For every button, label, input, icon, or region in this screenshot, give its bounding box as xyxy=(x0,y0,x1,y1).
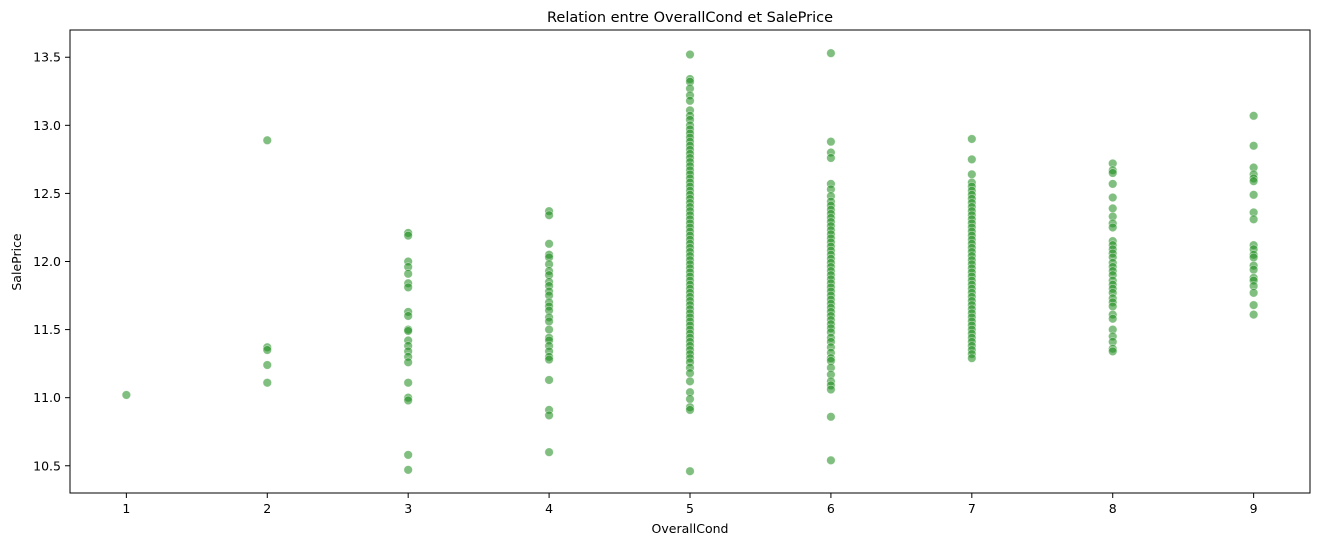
scatter-point xyxy=(121,390,131,400)
y-axis-label: SalePrice xyxy=(9,233,24,291)
y-tick-label: 12.0 xyxy=(33,254,61,269)
scatter-point xyxy=(544,375,554,385)
y-tick-label: 13.5 xyxy=(33,50,61,65)
scatter-point xyxy=(1249,310,1259,320)
scatter-point xyxy=(826,455,836,465)
scatter-point xyxy=(685,368,695,378)
scatter-point xyxy=(544,210,554,220)
scatter-point xyxy=(544,324,554,335)
scatter-point xyxy=(403,311,413,321)
scatter-point xyxy=(544,354,554,365)
scatter-point xyxy=(403,395,413,406)
scatter-point xyxy=(544,239,554,249)
scatter-point xyxy=(403,465,413,475)
x-tick-label: 6 xyxy=(827,501,835,516)
scatter-point xyxy=(1249,300,1259,310)
scatter-point xyxy=(826,384,836,395)
scatter-point xyxy=(685,466,695,476)
scatter-point xyxy=(967,154,977,164)
scatter-point xyxy=(403,282,413,292)
scatter-point xyxy=(1108,346,1118,356)
scatter-point xyxy=(1249,252,1259,263)
x-tick-label: 9 xyxy=(1250,501,1258,516)
scatter-point xyxy=(1249,190,1259,200)
scatter-point xyxy=(1249,214,1259,224)
scatter-point xyxy=(1108,179,1118,189)
scatter-point xyxy=(1108,301,1118,312)
scatter-point xyxy=(403,326,413,336)
scatter-point xyxy=(1108,222,1118,233)
scatter-point xyxy=(1249,288,1259,298)
x-tick-label: 1 xyxy=(122,501,130,516)
scatter-point xyxy=(403,357,413,367)
scatter-point xyxy=(262,135,272,145)
scatter-point xyxy=(826,48,836,58)
scatter-point xyxy=(262,378,272,388)
x-tick-label: 5 xyxy=(686,501,694,516)
scatter-point xyxy=(1249,176,1259,186)
y-tick-label: 10.5 xyxy=(33,458,61,473)
x-tick-label: 7 xyxy=(968,501,976,516)
y-tick-label: 11.0 xyxy=(33,390,61,405)
scatter-point xyxy=(1249,265,1259,275)
scatter-point xyxy=(1249,141,1259,151)
scatter-point xyxy=(262,345,272,355)
scatter-point xyxy=(967,134,977,144)
y-axis: 10.5 11.0 11.5 12.0 12.5 13.0 13.5 xyxy=(33,50,70,473)
scatter-point xyxy=(826,153,836,163)
x-tick-label: 3 xyxy=(404,501,412,516)
scatter-point xyxy=(403,269,413,279)
scatter-point xyxy=(967,169,977,179)
scatter-point xyxy=(1108,314,1118,324)
scatter-point xyxy=(685,376,695,386)
x-tick-label: 4 xyxy=(545,501,553,516)
y-tick-label: 13.0 xyxy=(33,118,61,133)
x-tick-label: 2 xyxy=(263,501,271,516)
scatter-point xyxy=(1108,203,1118,213)
points-layer xyxy=(121,48,1259,476)
scatter-point xyxy=(967,353,977,363)
scatter-point xyxy=(685,49,695,60)
x-tick-label: 8 xyxy=(1109,501,1117,516)
scatter-point xyxy=(403,450,413,460)
scatter-point xyxy=(685,405,695,415)
x-axis: 1 2 3 4 5 6 7 8 9 xyxy=(122,493,1258,516)
chart-title: Relation entre OverallCond et SalePrice xyxy=(547,10,833,26)
scatter-point xyxy=(403,231,413,241)
y-tick-label: 12.5 xyxy=(33,186,61,201)
scatter-point xyxy=(544,410,554,420)
x-axis-label: OverallCond xyxy=(652,521,729,536)
scatter-point xyxy=(544,316,554,327)
scatter-point xyxy=(1249,111,1259,121)
scatter-point xyxy=(544,447,554,457)
y-tick-label: 11.5 xyxy=(33,322,61,337)
scatter-point xyxy=(1108,192,1118,203)
scatter-point xyxy=(826,412,836,422)
scatter-point xyxy=(685,394,695,404)
scatter-point xyxy=(262,360,272,370)
scatter-point xyxy=(403,378,413,388)
scatter-point xyxy=(826,137,836,147)
scatter-point xyxy=(1108,168,1118,178)
scatter-point xyxy=(685,96,695,106)
